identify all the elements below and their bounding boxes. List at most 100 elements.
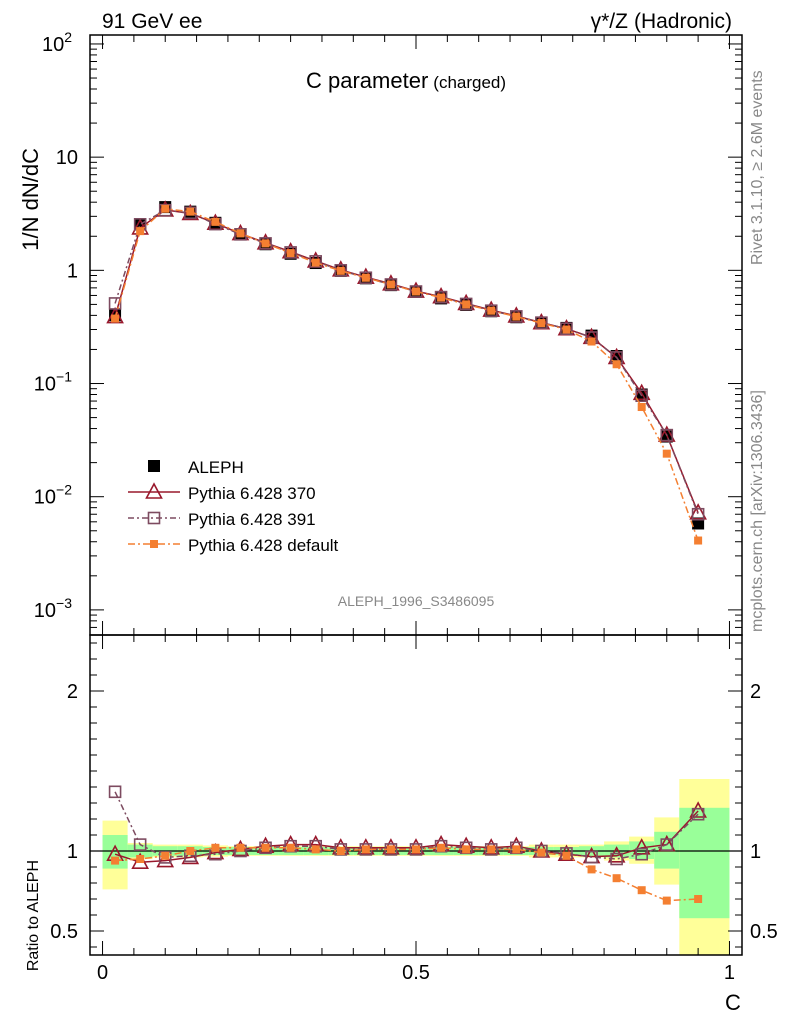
ratio-pdef-point bbox=[261, 843, 270, 852]
p370-point bbox=[689, 503, 707, 520]
ratio-y-tick-label-right: 1 bbox=[750, 841, 761, 863]
p391-point bbox=[184, 206, 197, 220]
ratio-p391-point bbox=[133, 838, 147, 851]
x-tick-label: 1 bbox=[724, 962, 735, 984]
legend-entry-aleph: ALEPH bbox=[148, 458, 244, 477]
ratio-p391-point bbox=[635, 847, 648, 861]
ratio-pdef-point bbox=[512, 845, 521, 854]
ratio-pdef-point bbox=[662, 896, 671, 905]
ratio-pdef-point bbox=[562, 851, 571, 860]
pdef-point bbox=[562, 325, 571, 334]
ratio-p391-point bbox=[660, 838, 674, 851]
pdef-point bbox=[694, 536, 703, 545]
ratio-pdef-point bbox=[694, 895, 703, 903]
pdef-point bbox=[286, 249, 295, 258]
series-pdef bbox=[111, 204, 703, 545]
ratio-pdef-point bbox=[361, 845, 370, 854]
p391-point bbox=[108, 297, 122, 310]
ratio-pdef-point bbox=[462, 845, 471, 854]
band-inner-bin bbox=[679, 807, 730, 919]
main-y-tick-base: 10 bbox=[56, 147, 78, 169]
pdef-point bbox=[386, 280, 395, 289]
ratio-y-tick-label: 0.5 bbox=[50, 921, 78, 943]
ratio-pdef-point bbox=[537, 848, 546, 857]
pdef-point bbox=[211, 217, 220, 226]
p391-point bbox=[309, 255, 322, 268]
ratio-p370-point bbox=[607, 846, 626, 863]
ratio-pdef-point bbox=[487, 845, 496, 854]
aleph-point bbox=[610, 350, 623, 363]
ratio-y-tick-label-right: 0.5 bbox=[750, 921, 778, 943]
pdef-point bbox=[136, 227, 145, 236]
main-y-tick-base: 10 bbox=[34, 600, 56, 622]
rivet-version-label: Rivet 3.1.10, ≥ 2.6M events bbox=[749, 70, 766, 265]
series-p391 bbox=[108, 203, 705, 521]
p391-point bbox=[384, 278, 398, 291]
ratio-pdef-point bbox=[336, 847, 345, 855]
legend-label-p370: Pythia 6.428 370 bbox=[188, 484, 316, 503]
legend: ALEPH Pythia 6.428 370 Pythia 6.428 391 Pyt… bbox=[128, 458, 339, 555]
legend-entry-p391: Pythia 6.428 391 bbox=[128, 510, 316, 529]
main-y-tick-label: 102 bbox=[42, 29, 72, 56]
main-y-tick-label: 10−1 bbox=[34, 369, 72, 396]
p391-point bbox=[635, 389, 648, 403]
legend-marker-aleph bbox=[148, 460, 160, 472]
pdef-point bbox=[637, 403, 646, 412]
main-y-tick-base: 10 bbox=[34, 487, 56, 509]
pdef-point bbox=[537, 319, 546, 328]
ratio-pdef-point bbox=[236, 843, 245, 852]
x-axis-title: C bbox=[725, 990, 741, 1015]
pdef-point bbox=[311, 258, 320, 267]
pdef-point bbox=[487, 306, 496, 315]
ratio-pdef-point bbox=[186, 847, 195, 855]
legend-label-pdef: Pythia 6.428 default bbox=[188, 536, 339, 555]
ratio-pdef-point bbox=[311, 845, 320, 854]
ratio-pdef-point bbox=[587, 865, 596, 874]
main-y-tick-label: 1 bbox=[67, 260, 78, 282]
ratio-p391-point bbox=[108, 785, 122, 799]
legend-marker-p391 bbox=[147, 511, 161, 525]
ratio-y-tick-label: 1 bbox=[67, 841, 78, 863]
p391-point bbox=[484, 304, 498, 317]
p391-point bbox=[691, 507, 705, 521]
pdef-point bbox=[587, 337, 596, 346]
main-y-tick-exponent: −1 bbox=[56, 369, 72, 385]
ratio-y-tick-label: 2 bbox=[67, 681, 78, 703]
main-series-group bbox=[106, 200, 707, 545]
pdef-point bbox=[186, 207, 195, 216]
pdef-point bbox=[261, 239, 270, 248]
ratio-pdef-point bbox=[637, 886, 646, 895]
pdef-point bbox=[361, 273, 370, 282]
ratio-p391-point bbox=[691, 807, 705, 821]
p391-point bbox=[334, 264, 348, 277]
p391-point bbox=[560, 322, 573, 336]
plot-title-main: C parameter bbox=[306, 68, 428, 93]
plot-title: C parameter (charged) bbox=[306, 68, 506, 93]
p391-point bbox=[359, 271, 373, 285]
ratio-y-tick-label-right: 2 bbox=[750, 681, 761, 703]
ratio-pdef-point bbox=[211, 843, 220, 852]
header-left-label: 91 GeV ee bbox=[102, 10, 202, 33]
ratio-pdef-point bbox=[136, 855, 145, 863]
ratio-p391-point bbox=[610, 852, 623, 866]
main-y-tick-exponent: −2 bbox=[56, 482, 72, 498]
main-y-tick-exponent: 2 bbox=[64, 29, 72, 45]
pdef-point bbox=[612, 360, 621, 369]
ratio-p391-point bbox=[585, 850, 598, 864]
ratio-pdef-point bbox=[412, 845, 420, 854]
p391-line bbox=[114, 209, 699, 515]
p391-point bbox=[158, 203, 172, 217]
ratio-uncertainty-bands bbox=[90, 779, 742, 955]
pdef-point bbox=[412, 287, 420, 296]
ratio-series-group bbox=[106, 785, 707, 905]
pdef-point bbox=[462, 300, 471, 309]
header-process: (Hadronic) bbox=[634, 10, 732, 33]
p391-point bbox=[259, 237, 272, 250]
analysis-tag: ALEPH_1996_S3486095 bbox=[338, 593, 495, 609]
p391-point bbox=[409, 285, 423, 298]
p391-point bbox=[459, 297, 473, 311]
legend-entry-pdef: Pythia 6.428 default bbox=[128, 536, 339, 555]
ratio-pdef-point bbox=[437, 843, 446, 852]
header-symbol: γ*/Z bbox=[591, 10, 629, 33]
